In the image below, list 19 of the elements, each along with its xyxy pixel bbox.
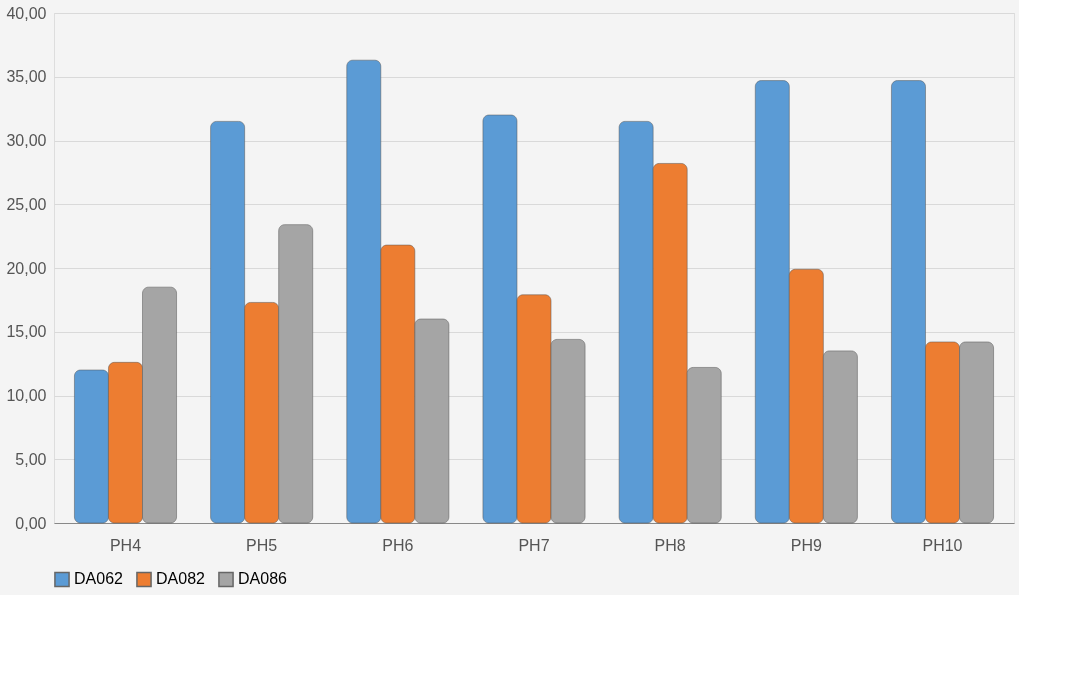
x-tick-label: PH8 [654, 536, 686, 554]
y-tick-label: 15,00 [6, 323, 47, 341]
y-tick-label: 40,00 [6, 4, 47, 22]
y-tick-label: 10,00 [6, 387, 47, 404]
x-tick-label: PH5 [246, 536, 278, 554]
legend-label: DA062 [74, 570, 124, 588]
y-tick-label: 0,00 [15, 514, 47, 532]
legend-label: DA082 [156, 570, 206, 588]
y-tick-label: 25,00 [6, 195, 47, 213]
legend-label: DA086 [238, 570, 288, 588]
x-tick-label: PH6 [382, 536, 414, 554]
y-tick-label: 20,00 [6, 259, 47, 277]
x-tick-label: PH9 [790, 536, 822, 554]
x-tick-label: PH7 [518, 536, 550, 554]
x-tick-label: PH4 [109, 536, 142, 554]
x-tick-label: PH10 [922, 536, 963, 554]
y-tick-label: 35,00 [6, 68, 47, 86]
y-tick-label: 5,00 [15, 450, 47, 468]
y-tick-label: 30,00 [6, 132, 47, 149]
